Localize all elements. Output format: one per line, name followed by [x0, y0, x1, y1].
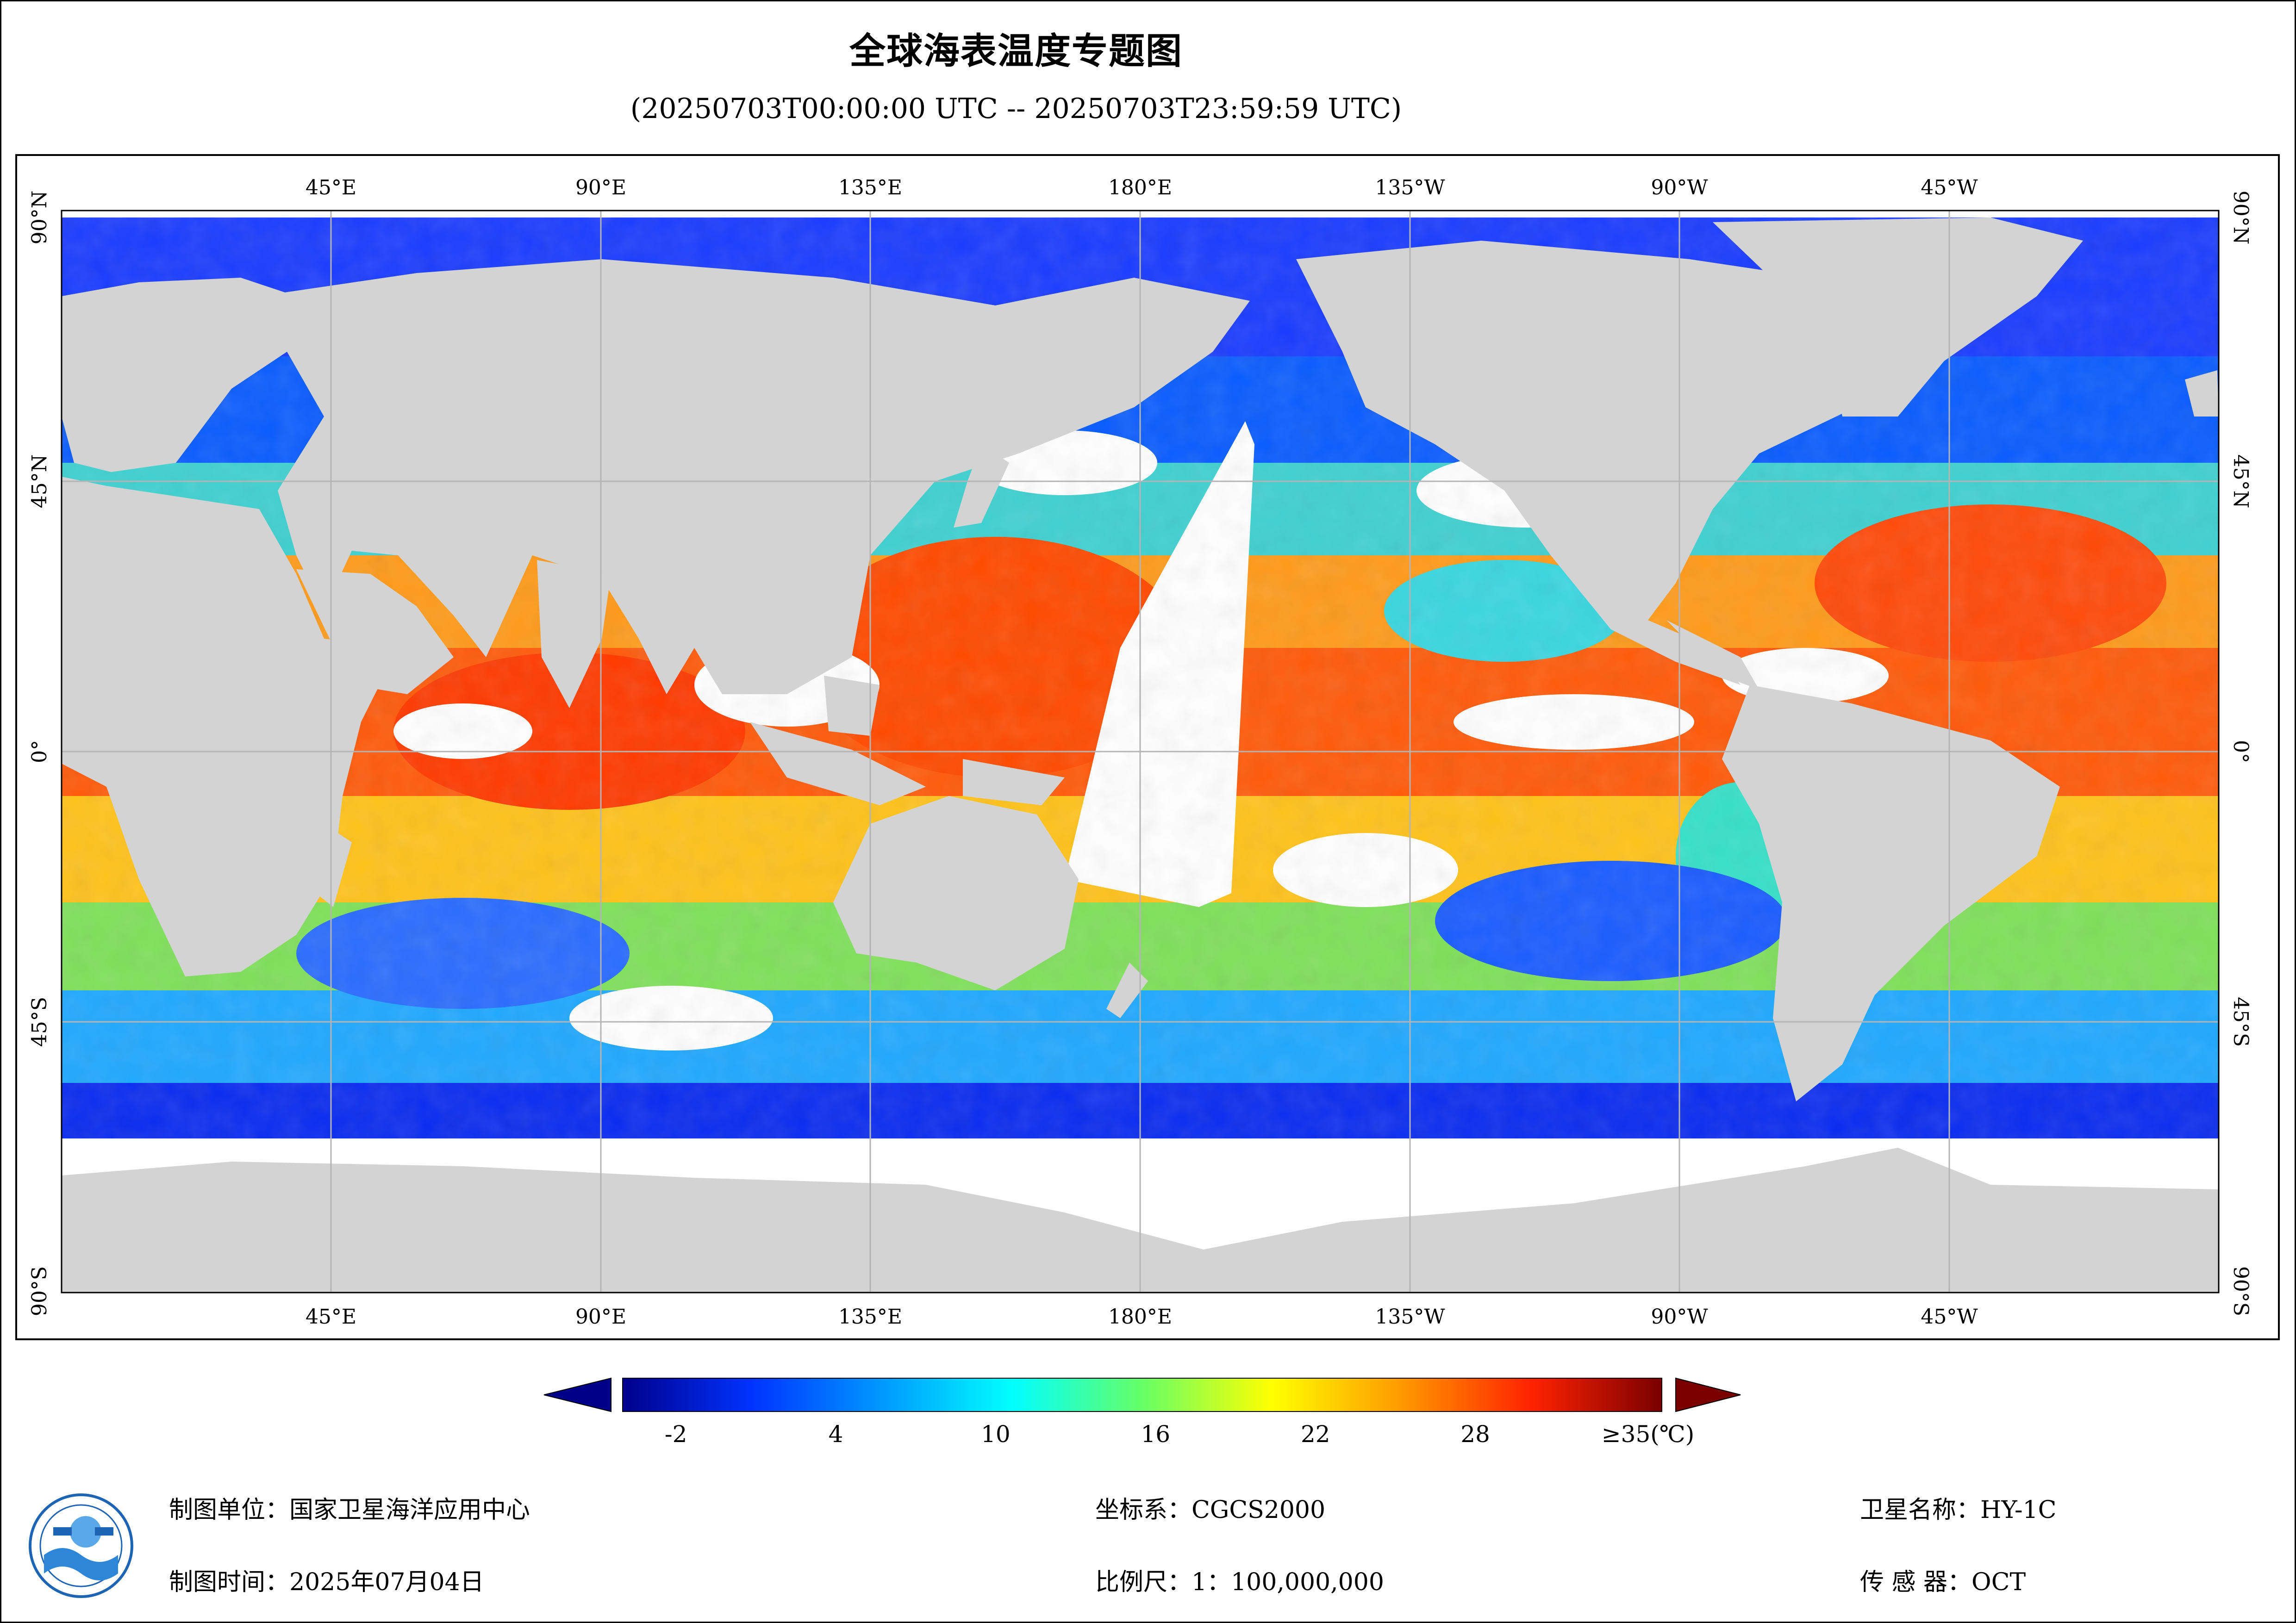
colorbar-max-arrow	[1675, 1377, 1741, 1412]
lon-label-top: 90°E	[575, 176, 626, 199]
satellite-name: 卫星名称：HY-1C	[1860, 1496, 2057, 1524]
land-africa	[62, 477, 398, 976]
lon-label-bottom: 180°E	[1108, 1305, 1172, 1329]
lat-label-right: 90°S	[2229, 1266, 2252, 1316]
map-border	[61, 210, 2220, 1293]
colorbar-tick-label: ≥35(℃)	[1601, 1421, 1695, 1448]
lat-label-left: 0°	[28, 740, 51, 763]
lat-label-left: 90°S	[28, 1266, 51, 1316]
land-borneo	[824, 676, 880, 736]
lon-label-bottom: 45°W	[1921, 1305, 1978, 1329]
lon-label-top: 180°E	[1108, 176, 1172, 199]
land-south-america	[1722, 685, 2060, 1101]
lat-label-right: 45°S	[2229, 997, 2252, 1047]
land-australia	[833, 796, 1079, 990]
land-uk	[2185, 370, 2219, 417]
lon-label-top: 135°W	[1375, 176, 1445, 199]
lon-label-top: 135°E	[838, 176, 902, 199]
graticule	[62, 211, 2219, 1293]
colorbar-tick-label: 22	[1300, 1421, 1330, 1448]
lat-label-left: 45°S	[28, 997, 51, 1047]
lat-label-right: 90°N	[2229, 191, 2252, 245]
lon-label-top: 90°W	[1651, 176, 1708, 199]
land-central-america	[1666, 620, 1759, 690]
colorbar-min-arrow	[543, 1377, 611, 1412]
land-new-guinea	[963, 759, 1065, 805]
land-japan	[954, 444, 1009, 528]
map-frame	[15, 154, 2280, 1340]
lon-label-bottom: 90°W	[1651, 1305, 1708, 1329]
map-title: 全球海表温度专题图	[849, 31, 1183, 72]
lat-label-left: 90°N	[28, 191, 51, 245]
lon-label-bottom: 135°W	[1375, 1305, 1445, 1329]
colorbar-tick-label: -2	[664, 1421, 687, 1448]
land-europe	[62, 278, 324, 472]
production-date: 制图时间：2025年07月04日	[169, 1568, 484, 1596]
lon-label-bottom: 135°E	[838, 1305, 902, 1329]
map-scale: 比例尺：1：100,000,000	[1095, 1568, 1384, 1596]
land-india	[537, 560, 611, 708]
lon-label-bottom: 90°E	[575, 1305, 626, 1329]
lon-label-bottom: 45°E	[306, 1305, 356, 1329]
colorbar-tick-label: 10	[981, 1421, 1011, 1448]
land-arabia	[296, 569, 454, 694]
land-maritime-se-asia	[750, 722, 926, 805]
coordinate-system: 坐标系：CGCS2000	[1095, 1496, 1326, 1524]
land-asia	[259, 259, 1250, 694]
colorbar-gradient	[622, 1378, 1662, 1412]
nsoas-logo-icon	[29, 1493, 133, 1598]
lat-label-right: 0°	[2229, 740, 2252, 763]
lon-label-top: 45°E	[306, 176, 356, 199]
colorbar-tick-label: 16	[1141, 1421, 1171, 1448]
colorbar-tick-label: 28	[1460, 1421, 1490, 1448]
time-range-subtitle: (20250703T00:00:00 UTC -- 20250703T23:59…	[630, 93, 1402, 125]
colorbar	[543, 1377, 1741, 1412]
land-greenland	[1713, 218, 2083, 417]
lat-label-right: 45°N	[2229, 454, 2252, 509]
land-new-zealand	[1106, 963, 1148, 1018]
lat-label-left: 45°N	[28, 454, 51, 509]
colorbar-tick-label: 4	[828, 1421, 843, 1448]
lon-label-top: 45°W	[1921, 176, 1978, 199]
land-north-america	[1296, 241, 1944, 685]
production-unit: 制图单位：国家卫星海洋应用中心	[169, 1496, 530, 1524]
sensor-name: 传 感 器：OCT	[1860, 1568, 2026, 1596]
